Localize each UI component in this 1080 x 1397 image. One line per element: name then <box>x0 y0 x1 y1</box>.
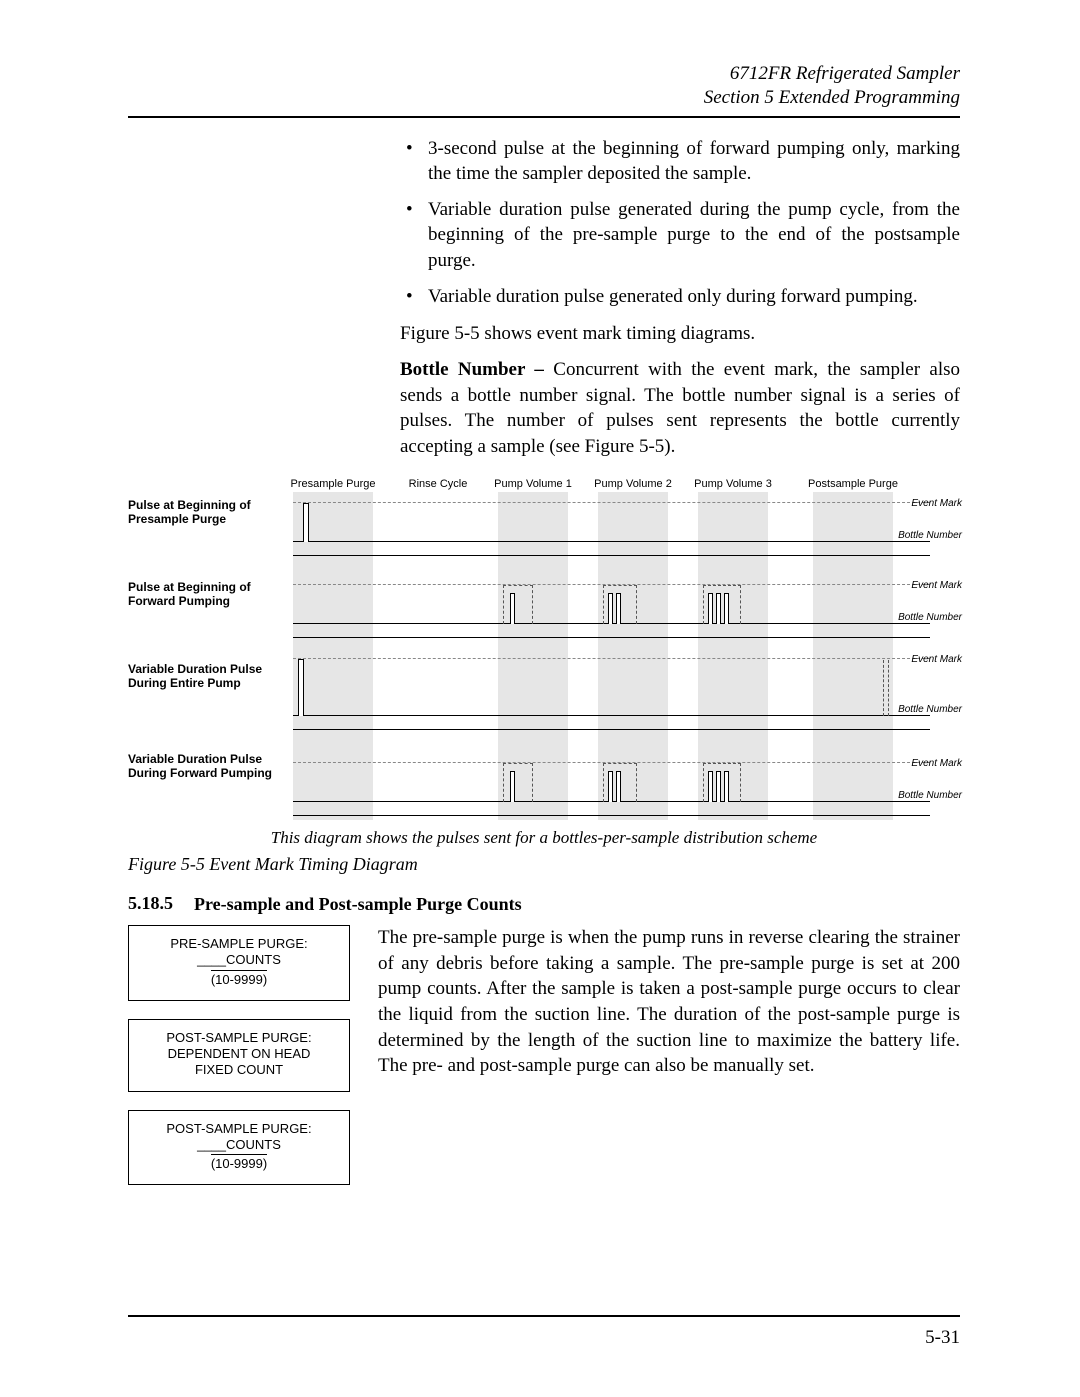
timing-row: Event Mark Bottle Number <box>288 492 960 542</box>
bottle-number-caption: Bottle Number <box>898 704 962 715</box>
pulse <box>716 771 721 802</box>
bottle-baseline <box>293 637 930 638</box>
timing-row: Event Mark Bottle Number <box>288 752 960 802</box>
phase-label: Presample Purge <box>291 478 376 490</box>
bottle-number-label: Bottle Number – <box>400 359 553 380</box>
section-title: Pre-sample and Post-sample Purge Counts <box>194 893 522 916</box>
config-box: POST-SAMPLE PURGE: DEPENDENT ON HEAD FIX… <box>128 1019 350 1092</box>
row-label: Pulse at Beginning of Forward Pumping <box>128 580 278 609</box>
body-column: 3-second pulse at the beginning of forwa… <box>400 136 960 460</box>
dash-envelope <box>503 585 533 624</box>
bullet-item: Variable duration pulse generated only d… <box>400 284 960 310</box>
bottle-baseline <box>293 815 930 816</box>
phase-label: Pump Volume 3 <box>694 478 772 490</box>
pulse <box>616 771 621 802</box>
pulse <box>608 771 613 802</box>
bottle-number-caption: Bottle Number <box>898 530 962 541</box>
pulse <box>708 593 713 624</box>
pulse <box>724 771 729 802</box>
config-box: POST-SAMPLE PURGE: ____COUNTS (10-9999) <box>128 1110 350 1186</box>
diagram-plot-area: Presample Purge Rinse Cycle Pump Volume … <box>288 480 960 820</box>
paragraph: Figure 5-5 shows event mark timing diagr… <box>400 321 960 347</box>
config-line: DEPENDENT ON HEAD <box>135 1046 343 1062</box>
pulse-rise <box>298 659 304 716</box>
event-mark-caption: Event Mark <box>911 498 962 509</box>
phase-label: Postsample Purge <box>808 478 898 490</box>
baseline <box>293 541 930 542</box>
header-product: 6712FR Refrigerated Sampler <box>128 62 960 86</box>
config-line: POST-SAMPLE PURGE: <box>135 1030 343 1046</box>
phase-label: Rinse Cycle <box>409 478 468 490</box>
timing-row: Event Mark Bottle Number <box>288 656 960 716</box>
config-range: (10-9999) <box>211 970 267 988</box>
timing-row: Event Mark Bottle Number <box>288 574 960 624</box>
page: 6712FR Refrigerated Sampler Section 5 Ex… <box>0 0 1080 1397</box>
diagram-note: This diagram shows the pulses sent for a… <box>128 828 960 848</box>
config-line: ____COUNTS <box>135 952 343 968</box>
diagram-row-labels: Pulse at Beginning of Presample Purge Pu… <box>128 480 278 820</box>
event-mark-caption: Event Mark <box>911 758 962 769</box>
paragraph: Bottle Number – Concurrent with the even… <box>400 357 960 460</box>
row-label: Variable Duration Pulse During Entire Pu… <box>128 662 278 691</box>
bottle-number-caption: Bottle Number <box>898 612 962 623</box>
pulse <box>616 593 621 624</box>
row-label: Variable Duration Pulse During Forward P… <box>128 752 278 781</box>
config-line: ____COUNTS <box>135 1137 343 1153</box>
pulse <box>510 771 515 802</box>
pulse <box>724 593 729 624</box>
page-number: 5-31 <box>925 1327 960 1349</box>
config-boxes-column: PRE-SAMPLE PURGE: ____COUNTS (10-9999) P… <box>128 925 350 1185</box>
bullet-item: Variable duration pulse generated during… <box>400 197 960 274</box>
bottle-baseline <box>293 555 930 556</box>
event-mark-caption: Event Mark <box>911 654 962 665</box>
pulse <box>716 593 721 624</box>
bottle-baseline <box>293 729 930 730</box>
dash-envelope <box>503 763 533 802</box>
bullet-item: 3-second pulse at the beginning of forwa… <box>400 136 960 187</box>
pulse <box>608 593 613 624</box>
running-head: 6712FR Refrigerated Sampler Section 5 Ex… <box>128 62 960 110</box>
figure-caption: Figure 5-5 Event Mark Timing Diagram <box>128 854 960 875</box>
bottle-number-caption: Bottle Number <box>898 790 962 801</box>
config-range: (10-9999) <box>211 1154 267 1172</box>
pulse-fall-dash <box>883 660 889 716</box>
event-mark-timing-diagram: Pulse at Beginning of Presample Purge Pu… <box>128 480 960 820</box>
config-box: PRE-SAMPLE PURGE: ____COUNTS (10-9999) <box>128 925 350 1001</box>
config-line: PRE-SAMPLE PURGE: <box>135 936 343 952</box>
pulse <box>303 503 309 542</box>
pulse <box>510 593 515 624</box>
header-rule <box>128 116 960 118</box>
event-mark-dashline <box>293 502 930 503</box>
event-mark-caption: Event Mark <box>911 580 962 591</box>
baseline <box>293 715 930 716</box>
config-line: FIXED COUNT <box>135 1062 343 1078</box>
phase-label: Pump Volume 1 <box>494 478 572 490</box>
footer-rule <box>128 1315 960 1317</box>
row-label: Pulse at Beginning of Presample Purge <box>128 498 278 527</box>
section-number: 5.18.5 <box>128 893 184 914</box>
lower-paragraph: The pre-sample purge is when the pump ru… <box>378 925 960 1079</box>
pulse <box>708 771 713 802</box>
section-heading: 5.18.5 Pre-sample and Post-sample Purge … <box>128 893 960 916</box>
config-line: POST-SAMPLE PURGE: <box>135 1121 343 1137</box>
event-mark-dashline <box>293 658 930 659</box>
header-section: Section 5 Extended Programming <box>128 86 960 110</box>
bullet-list: 3-second pulse at the beginning of forwa… <box>400 136 960 310</box>
phase-label: Pump Volume 2 <box>594 478 672 490</box>
lower-grid: PRE-SAMPLE PURGE: ____COUNTS (10-9999) P… <box>128 925 960 1185</box>
